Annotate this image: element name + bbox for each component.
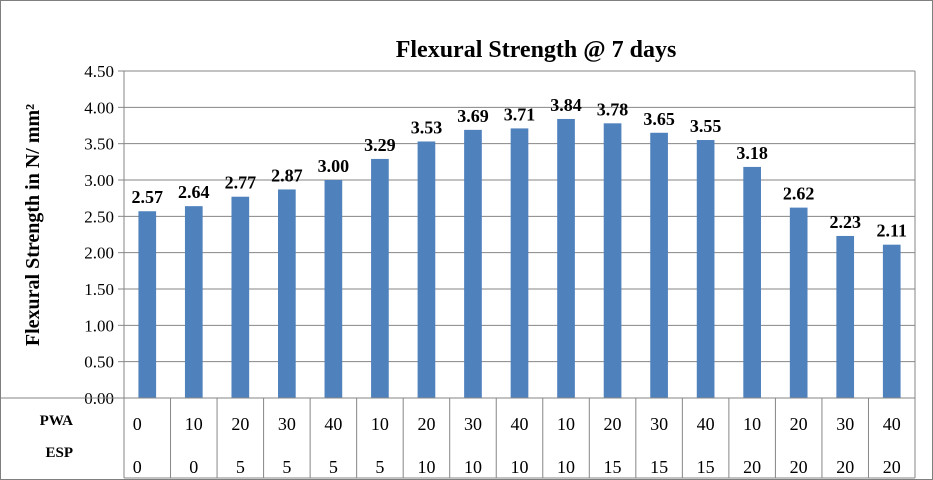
bar: [138, 211, 157, 398]
category-label: 0: [133, 457, 142, 477]
y-tick-label: 4.50: [84, 62, 114, 81]
bar: [231, 196, 250, 398]
y-axis-label: Flexural Strength in N/ mm²: [22, 104, 44, 346]
bars: [138, 118, 901, 399]
y-tick-label: 3.00: [84, 171, 114, 190]
y-tick-label: 1.00: [84, 316, 114, 335]
category-label: 20: [790, 414, 808, 434]
category-label: 20: [743, 457, 761, 477]
bar: [417, 141, 436, 398]
bar: [743, 166, 761, 398]
data-label: 3.84: [550, 95, 582, 115]
bar: [510, 128, 529, 398]
category-label: 5: [329, 457, 338, 477]
data-label: 3.29: [364, 135, 396, 155]
category-label: 10: [743, 414, 761, 434]
bar: [371, 158, 389, 398]
bar: [324, 180, 343, 398]
y-axis-ticks: 0.000.501.001.502.002.503.003.504.004.50: [84, 62, 114, 408]
category-label: 15: [650, 457, 668, 477]
category-label: 10: [185, 414, 203, 434]
category-label: 5: [375, 457, 384, 477]
category-label: 30: [836, 414, 854, 434]
data-label: 3.71: [504, 104, 536, 124]
category-label: 15: [604, 457, 622, 477]
data-label: 2.64: [178, 182, 210, 202]
data-label: 2.11: [876, 221, 907, 241]
data-label: 3.78: [597, 99, 629, 119]
category-label: 40: [511, 414, 529, 434]
data-label: 3.65: [643, 109, 675, 129]
category-label: 10: [371, 414, 389, 434]
category-label: 40: [883, 414, 901, 434]
data-label: 3.53: [411, 117, 443, 137]
bar: [603, 123, 622, 398]
category-label: 20: [417, 414, 435, 434]
bar: [650, 132, 668, 398]
category-row-name: PWA: [40, 413, 74, 429]
bar: [278, 189, 296, 398]
y-tick-label: 4.00: [84, 98, 114, 117]
bar: [557, 118, 575, 399]
y-tick-label: 2.00: [84, 244, 114, 263]
y-tick-label: 3.50: [84, 135, 114, 154]
bar: [184, 206, 203, 398]
data-label: 3.69: [457, 106, 489, 126]
category-label: 10: [557, 414, 575, 434]
data-label: 2.57: [132, 187, 164, 207]
category-label: 10: [557, 457, 575, 477]
bar: [789, 207, 808, 398]
category-label: 20: [231, 414, 249, 434]
bar: [882, 244, 901, 398]
category-label: 20: [604, 414, 622, 434]
bar: [464, 129, 482, 399]
data-labels: 2.57 2.64 2.77 2.87 3.00 3.29 3.53 3.69 3.71 3.84…: [132, 95, 907, 241]
category-label: 0: [189, 457, 198, 477]
category-label: 20: [790, 457, 808, 477]
category-label: 20: [883, 457, 901, 477]
data-label: 3.00: [318, 156, 350, 176]
y-tick-label: 2.50: [84, 207, 114, 226]
category-label: 40: [697, 414, 715, 434]
category-label: 30: [278, 414, 296, 434]
data-label: 2.23: [829, 212, 861, 232]
category-label: 30: [650, 414, 668, 434]
data-label: 3.18: [736, 143, 768, 163]
data-label: 2.62: [783, 184, 815, 204]
chart-title: Flexural Strength @ 7 days: [396, 37, 677, 63]
data-label: 3.55: [690, 116, 722, 136]
category-label: 10: [511, 457, 529, 477]
category-label: 5: [236, 457, 245, 477]
y-tick-label: 1.50: [84, 280, 114, 299]
category-label: 15: [697, 457, 715, 477]
category-label: 30: [464, 414, 482, 434]
category-label: 0: [133, 414, 142, 434]
bar: [836, 235, 855, 398]
data-label: 2.77: [225, 173, 257, 193]
y-tick-label: 0.50: [84, 353, 114, 372]
category-label: 40: [324, 414, 342, 434]
category-row-name: ESP: [45, 445, 73, 461]
data-label: 2.87: [271, 165, 303, 185]
category-table: PWA 0 10 20 30 40 10 20 30 40 10 20 30 40 10 20 30 40 ESP 0…: [1, 397, 916, 479]
category-label: 5: [282, 457, 291, 477]
category-label: 20: [836, 457, 854, 477]
category-label: 10: [464, 457, 482, 477]
bar: [696, 140, 715, 399]
category-label: 10: [417, 457, 435, 477]
